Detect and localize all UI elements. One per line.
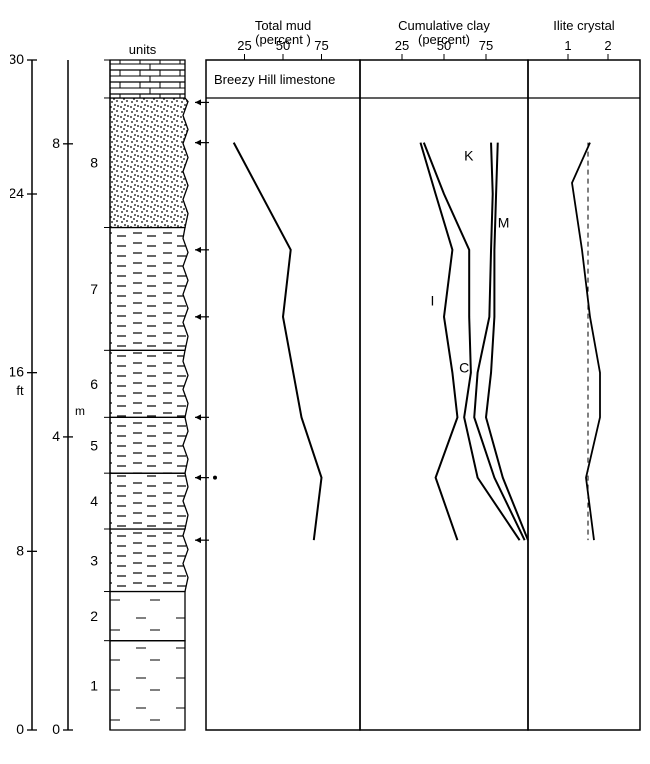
mud-panel (206, 60, 360, 730)
unit-number: 8 (90, 155, 98, 171)
ft-tick-label: 0 (16, 721, 24, 737)
illite-panel (528, 60, 640, 730)
ft-tick-label: 16 (10, 364, 24, 380)
axis-tick: 2 (604, 38, 611, 53)
ft-axis-label: ft (16, 383, 24, 398)
strat-unit (110, 60, 185, 98)
axis-tick: 25 (395, 38, 409, 53)
svg-text:30: 30 (10, 51, 24, 67)
diagram-svg: 08162430ft048munits12345678255075Total m… (10, 10, 650, 754)
m-tick-label: 4 (52, 428, 60, 444)
ft-tick-label: 8 (16, 542, 24, 558)
mud-curve (234, 143, 322, 541)
unit-number: 2 (90, 608, 98, 624)
clay-label: K (464, 148, 474, 164)
panel-title: Total mud (255, 18, 311, 33)
axis-tick: 1 (564, 38, 571, 53)
axis-tick: 25 (237, 38, 251, 53)
unit-number: 1 (90, 677, 98, 693)
units-label: units (129, 42, 157, 57)
panel-title: Ilite crystal (553, 18, 615, 33)
diagram-root: 08162430ft048munits12345678255075Total m… (10, 10, 650, 754)
strat-unit (110, 473, 188, 529)
panel-subtitle: (percent) (418, 32, 470, 47)
panel-subtitle: (percent ) (255, 32, 311, 47)
strat-unit (110, 417, 188, 473)
clay-curve-M (474, 143, 524, 541)
m-tick-label: 0 (52, 721, 60, 737)
strat-unit (110, 641, 185, 730)
strat-unit (110, 529, 188, 592)
illite-curve (572, 143, 600, 541)
clay-label: M (498, 215, 510, 231)
breezy-hill-label: Breezy Hill limestone (214, 72, 335, 87)
strat-unit (110, 350, 188, 417)
ft-tick-label: 24 (10, 185, 24, 201)
unit-number: 3 (90, 552, 98, 568)
clay-label: I (431, 293, 435, 309)
m-tick-label: 8 (52, 135, 60, 151)
sample-dot (213, 476, 217, 480)
strat-unit (110, 98, 188, 228)
unit-number: 5 (90, 437, 98, 453)
clay-label: C (459, 360, 469, 376)
clay-curve-I (420, 143, 457, 541)
axis-tick: 75 (479, 38, 493, 53)
axis-tick: 75 (314, 38, 328, 53)
strat-unit (110, 592, 185, 641)
unit-number: 7 (90, 281, 98, 297)
clay-panel (360, 60, 528, 730)
strat-unit (110, 228, 188, 351)
m-axis-label: m (75, 404, 85, 418)
unit-number: 4 (90, 493, 98, 509)
unit-number: 6 (90, 376, 98, 392)
panel-title: Cumulative clay (398, 18, 490, 33)
